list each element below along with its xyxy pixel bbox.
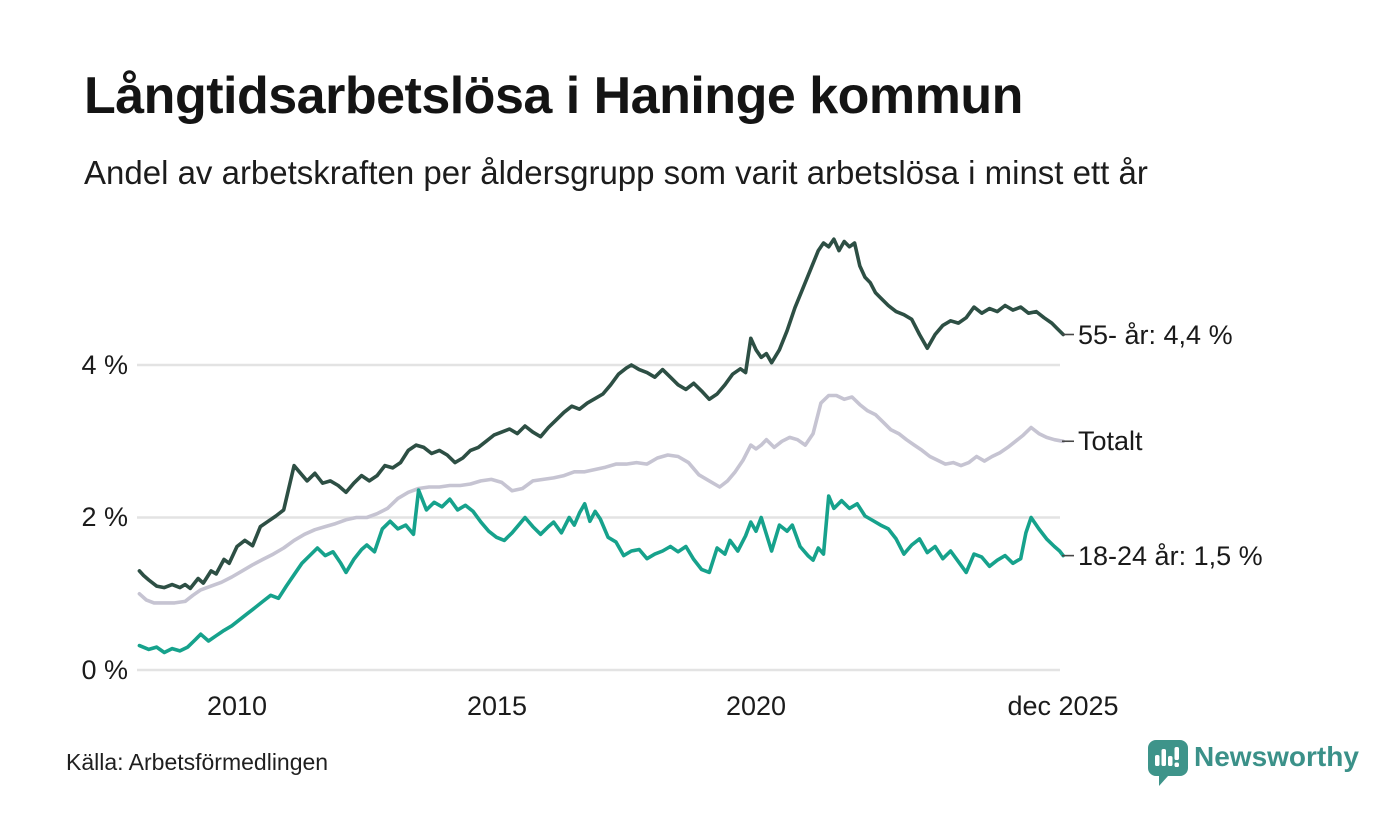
y-axis-tick-2: 2 %	[81, 502, 128, 532]
newsworthy-logo: Newsworthy	[1146, 738, 1366, 788]
page-title: Långtidsarbetslösa i Haninge kommun	[84, 67, 1023, 125]
y-axis-tick-4: 4 %	[81, 350, 128, 380]
series-end-label-totalt: Totalt	[1078, 426, 1143, 457]
newsworthy-wordmark: Newsworthy	[1194, 741, 1359, 772]
x-axis-tick-2015: 2015	[466, 691, 528, 721]
x-axis-tick-dec-2025: dec 2025	[1007, 691, 1119, 721]
series-end-label-55plus: 55- år: 4,4 %	[1078, 319, 1233, 350]
x-axis-tick-2010: 2010	[206, 691, 268, 721]
logo-bar-chart-glyph	[1155, 747, 1179, 767]
series-lines	[137, 237, 1065, 655]
series-line-55-r	[137, 237, 1065, 591]
series-end-label-18-24: 18-24 år: 1,5 %	[1078, 540, 1263, 571]
page-subtitle: Andel av arbetskraften per åldersgrupp s…	[84, 154, 1148, 191]
source-note: Källa: Arbetsförmedlingen	[66, 749, 329, 775]
y-axis-tick-0: 0 %	[81, 655, 128, 685]
label-leader-dashes	[1062, 333, 1074, 557]
newsworthy-logo-icon	[1148, 740, 1188, 786]
series-line-Totalt	[137, 393, 1065, 605]
x-axis-tick-2020: 2020	[725, 691, 787, 721]
series-line-18-24-r	[137, 488, 1065, 655]
